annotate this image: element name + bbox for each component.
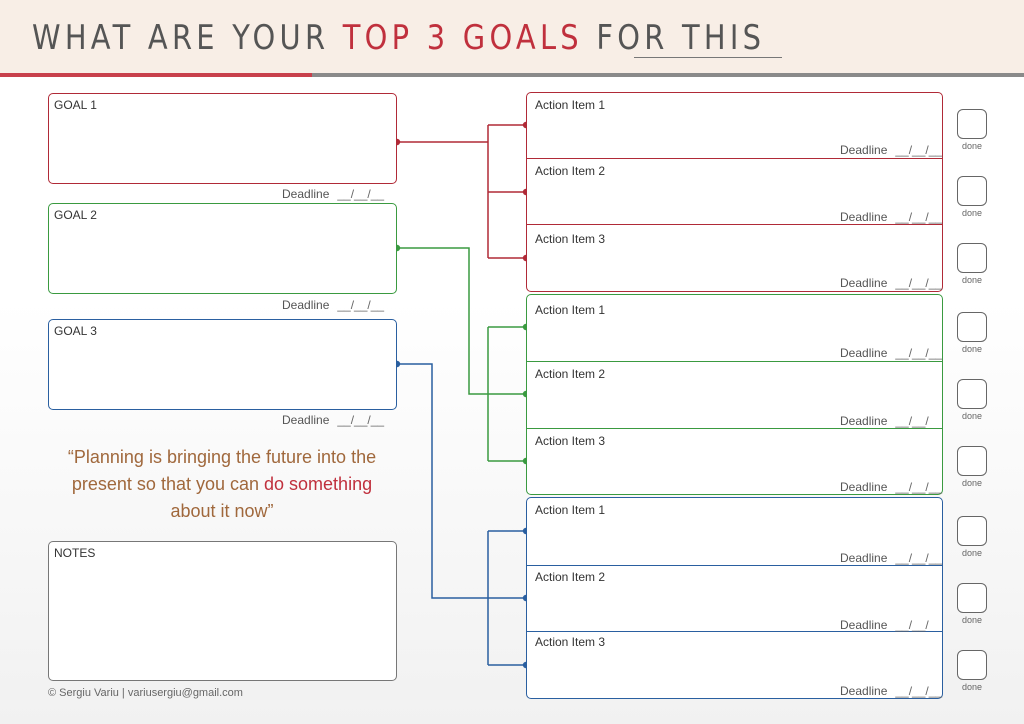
done-checkbox[interactable] — [957, 446, 987, 476]
action-item-label: Action Item 2 — [535, 367, 606, 381]
action-deadline[interactable]: Deadline __/__/__ — [840, 276, 943, 290]
goal-2-label: GOAL 2 — [54, 208, 97, 222]
action-item-label: Action Item 2 — [535, 164, 606, 178]
done-checkbox[interactable] — [957, 379, 987, 409]
notes-box[interactable]: NOTES — [48, 541, 397, 681]
goal-2-deadline[interactable]: Deadline __/__/__ — [282, 298, 385, 312]
title-highlight: TOP 3 GOALS — [342, 18, 583, 58]
action-deadline[interactable]: Deadline __/__/__ — [840, 684, 943, 698]
done-checkbox[interactable] — [957, 583, 987, 613]
done-label: done — [961, 615, 983, 625]
done-label: done — [961, 141, 983, 151]
header-accent-bar — [0, 73, 312, 77]
done-checkbox[interactable] — [957, 516, 987, 546]
action-separator — [527, 158, 942, 159]
action-deadline[interactable]: Deadline __/__/__ — [840, 210, 943, 224]
action-group-1: Action Item 1 Action Item 2 Action Item … — [526, 92, 943, 292]
notes-label: NOTES — [54, 546, 96, 560]
planning-quote: “Planning is bringing the future into th… — [67, 447, 377, 521]
done-label: done — [961, 411, 983, 421]
header-band: WHAT ARE YOUR TOP 3 GOALS FOR THIS — [0, 0, 1024, 74]
done-checkbox[interactable] — [957, 243, 987, 273]
action-item-label: Action Item 3 — [535, 232, 606, 246]
goal-3-box[interactable]: GOAL 3 — [48, 319, 397, 410]
action-group-3: Action Item 1 Action Item 2 Action Item … — [526, 497, 943, 699]
done-checkbox[interactable] — [957, 109, 987, 139]
done-label: done — [961, 548, 983, 558]
action-item-label: Action Item 3 — [535, 434, 606, 448]
done-label: done — [961, 275, 983, 285]
action-separator — [527, 565, 942, 566]
footer-credit: © Sergiu Variu | variusergiu@gmail.com — [48, 687, 243, 699]
action-deadline[interactable]: Deadline __/__/__ — [840, 143, 943, 157]
action-item-label: Action Item 2 — [535, 570, 606, 584]
title-blank-line[interactable] — [634, 57, 782, 58]
done-label: done — [961, 682, 983, 692]
action-item-label: Action Item 3 — [535, 635, 606, 649]
done-checkbox[interactable] — [957, 312, 987, 342]
done-label: done — [961, 344, 983, 354]
header-divider-bar — [312, 73, 1024, 77]
action-item-label: Action Item 1 — [535, 303, 606, 317]
goal-2-box[interactable]: GOAL 2 — [48, 203, 397, 294]
goal-1-label: GOAL 1 — [54, 98, 97, 112]
action-separator — [527, 631, 942, 632]
action-item-label: Action Item 1 — [535, 503, 606, 517]
action-separator — [527, 224, 942, 225]
goal-1-box[interactable]: GOAL 1 — [48, 93, 397, 184]
goal-3-label: GOAL 3 — [54, 324, 97, 338]
quote-highlight: do something — [264, 474, 373, 494]
action-separator — [527, 361, 942, 362]
action-deadline[interactable]: Deadline __/__/__ — [840, 346, 943, 360]
goal-3-deadline[interactable]: Deadline __/__/__ — [282, 413, 385, 427]
action-separator — [527, 428, 942, 429]
done-checkbox[interactable] — [957, 650, 987, 680]
done-label: done — [961, 208, 983, 218]
action-item-label: Action Item 1 — [535, 98, 606, 112]
goal-1-deadline[interactable]: Deadline __/__/__ — [282, 187, 385, 201]
done-checkbox[interactable] — [957, 176, 987, 206]
action-group-2: Action Item 1 Action Item 2 Action Item … — [526, 294, 943, 495]
action-deadline[interactable]: Deadline __/__/__ — [840, 551, 943, 565]
action-deadline[interactable]: Deadline __/__/ — [840, 414, 929, 428]
done-label: done — [961, 478, 983, 488]
action-deadline[interactable]: Deadline __/__/ — [840, 618, 929, 632]
action-deadline[interactable]: Deadline __/__/__ — [840, 480, 943, 494]
page-title: WHAT ARE YOUR TOP 3 GOALS FOR THIS — [32, 18, 766, 58]
